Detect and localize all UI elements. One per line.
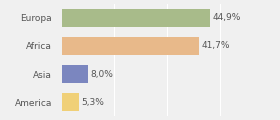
Text: 5,3%: 5,3% xyxy=(82,98,105,107)
Bar xyxy=(62,93,79,111)
Text: 41,7%: 41,7% xyxy=(202,41,230,50)
Text: 44,9%: 44,9% xyxy=(212,13,241,22)
Text: 8,0%: 8,0% xyxy=(91,70,113,79)
Bar xyxy=(62,37,199,55)
Bar xyxy=(62,9,210,27)
Bar xyxy=(62,65,88,83)
